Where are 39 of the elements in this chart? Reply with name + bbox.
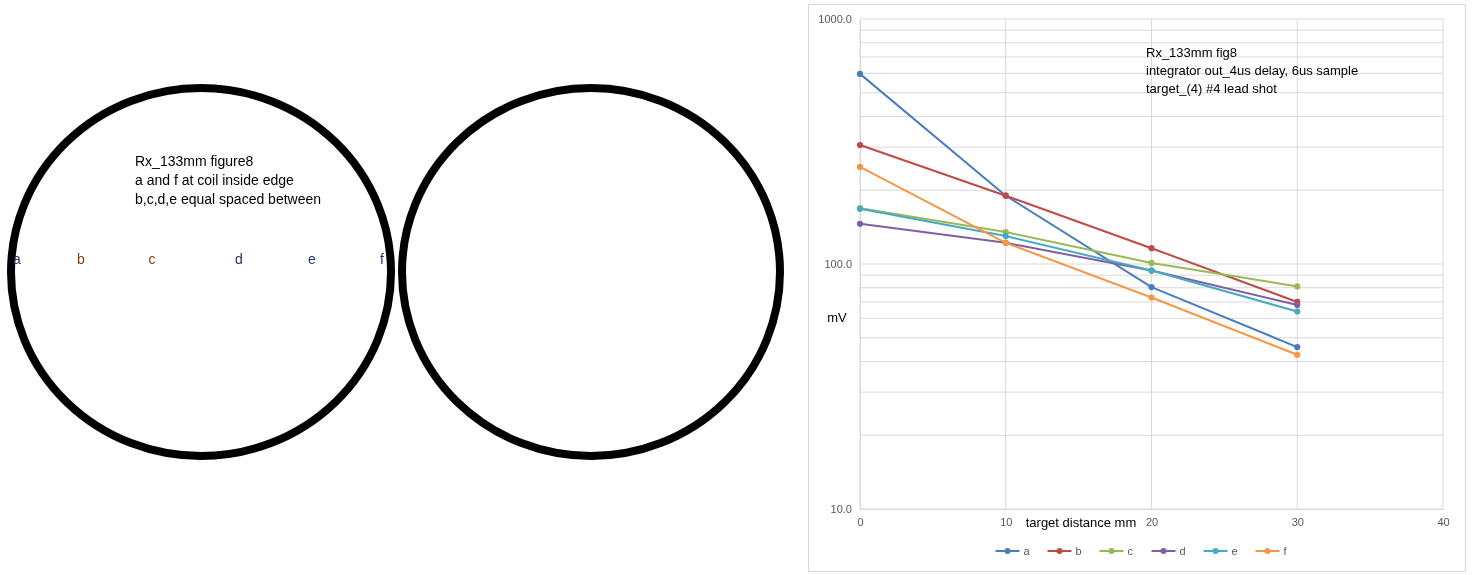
y-axis-title: mV (827, 310, 848, 325)
point (1294, 351, 1301, 358)
point (1148, 259, 1155, 267)
x-tick-label: 20 (1145, 515, 1159, 528)
legend-label: f (1283, 545, 1288, 557)
text: b (77, 251, 86, 267)
legend-label: d (1179, 545, 1186, 557)
point (856, 163, 864, 171)
point (1002, 233, 1009, 240)
x-tick-label: 10 (1000, 515, 1013, 528)
point (1148, 245, 1155, 252)
annotation: Rx_133mm fig8 (1146, 45, 1238, 60)
text: c (148, 251, 156, 267)
text: e (308, 251, 317, 267)
point (856, 141, 864, 149)
y-tick-label: 1000.0 (818, 13, 852, 26)
text: b,c,d,e equal spaced between (135, 191, 322, 207)
text: a and f at coil inside edge (135, 172, 294, 188)
annotation: target_(4) #4 lead shot (1146, 81, 1278, 96)
legend-label: e (1231, 545, 1238, 557)
annotation: integrator out_4us delay, 6us sample (1146, 63, 1359, 78)
x-tick-label: 30 (1291, 515, 1304, 528)
point (856, 220, 864, 227)
x-tick-label: 0 (857, 515, 864, 528)
y-tick-label: 100.0 (824, 258, 852, 271)
x-axis-title: target distance mm (1025, 515, 1137, 530)
text: f (380, 251, 385, 267)
point (1148, 294, 1155, 301)
legend-label: b (1075, 545, 1082, 557)
text: Rx_133mm figure8 (135, 153, 254, 169)
point (1294, 308, 1301, 315)
legend-label: c (1127, 545, 1134, 557)
point (1148, 284, 1155, 291)
point (1294, 344, 1301, 351)
point (1294, 283, 1301, 290)
legend-label: a (1023, 545, 1031, 557)
y-tick-label: 10.0 (830, 503, 852, 516)
x-tick-label: 40 (1437, 515, 1450, 528)
text: d (235, 251, 243, 267)
